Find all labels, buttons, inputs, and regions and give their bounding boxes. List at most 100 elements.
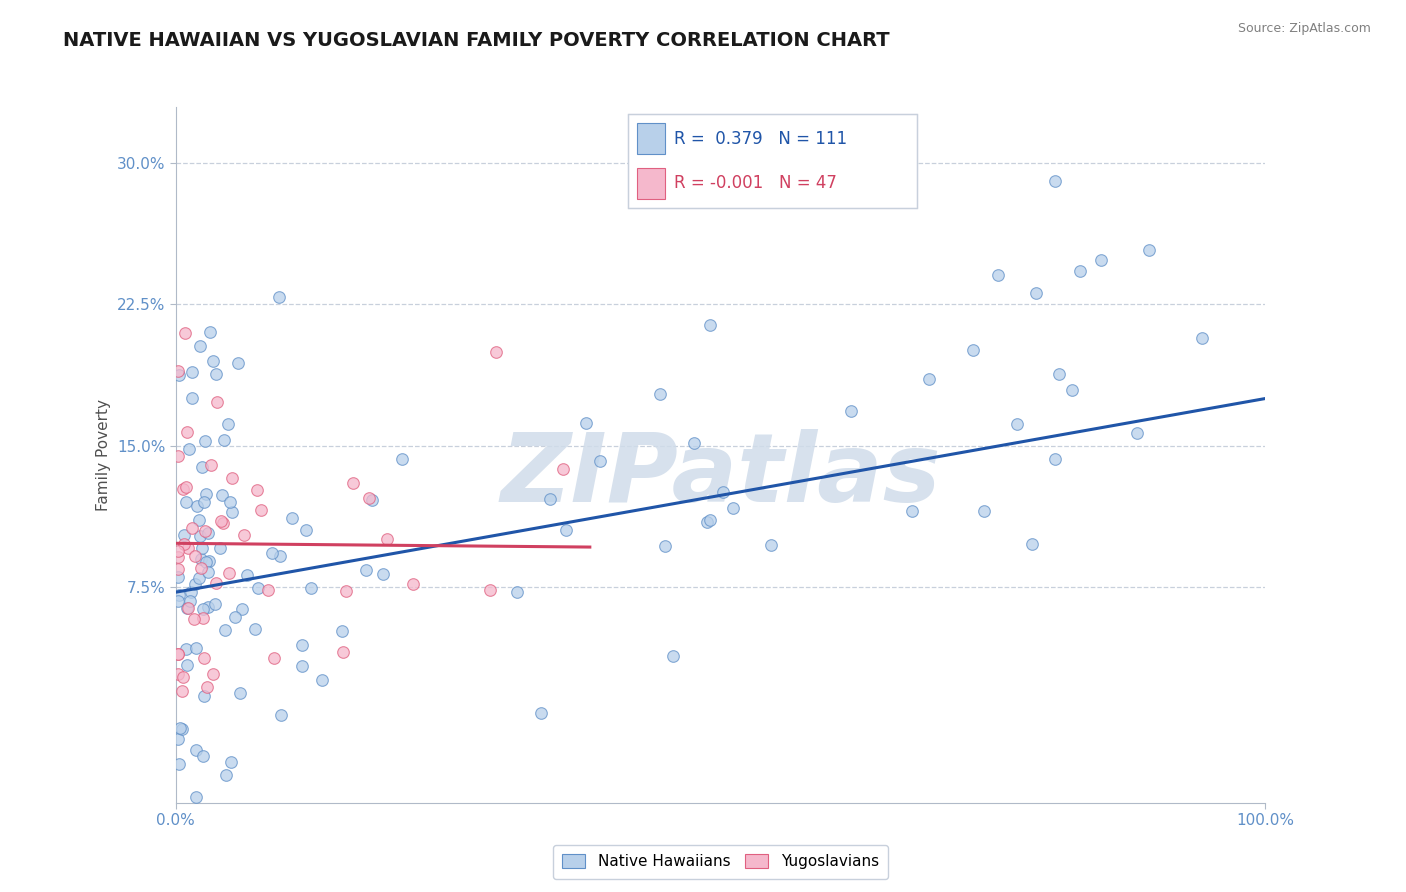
Point (167, 757, 190, 772)
Point (188, 339, 211, 353)
Point (256, 583, 278, 598)
Point (191, 748, 214, 763)
Point (217, 417, 239, 431)
Legend: Native Hawaiians, Yugoslavians: Native Hawaiians, Yugoslavians (553, 846, 889, 879)
Point (699, 513, 721, 527)
Point (186, 499, 208, 513)
Point (332, 645, 354, 659)
Point (183, 577, 205, 591)
Point (212, 434, 235, 448)
Point (193, 602, 215, 616)
Point (208, 541, 231, 556)
Point (246, 581, 269, 595)
Point (173, 536, 195, 550)
Point (226, 356, 249, 370)
Point (228, 686, 250, 700)
Point (188, 571, 211, 585)
Point (184, 641, 207, 656)
Point (193, 689, 215, 703)
Point (181, 521, 204, 535)
Point (167, 731, 190, 746)
Point (167, 364, 190, 378)
Point (191, 460, 214, 475)
Point (167, 570, 190, 584)
Point (167, 666, 190, 681)
Point (174, 480, 197, 494)
Point (177, 541, 200, 555)
Point (721, 501, 744, 516)
Point (249, 503, 271, 517)
Point (262, 546, 284, 560)
Point (167, 449, 190, 463)
Point (179, 594, 201, 608)
Point (225, 809, 247, 823)
Point (219, 755, 242, 769)
Point (198, 554, 221, 568)
Point (193, 651, 215, 665)
Point (184, 743, 207, 757)
Point (195, 555, 218, 569)
Point (167, 588, 190, 602)
Point (221, 470, 243, 484)
Point (211, 488, 233, 502)
Point (205, 394, 228, 409)
Point (973, 504, 995, 518)
Point (243, 623, 266, 637)
Point (172, 670, 194, 684)
Point (194, 487, 217, 501)
Point (1047, 367, 1070, 381)
Point (648, 386, 671, 401)
Point (235, 568, 257, 582)
Point (184, 549, 207, 564)
Point (699, 318, 721, 332)
Point (295, 523, 318, 537)
Point (167, 550, 190, 565)
Text: Source: ZipAtlas.com: Source: ZipAtlas.com (1237, 22, 1371, 36)
Point (1060, 383, 1083, 397)
Point (221, 505, 243, 519)
Point (231, 602, 253, 616)
Point (218, 494, 240, 508)
Point (901, 504, 924, 518)
Point (354, 563, 377, 577)
Point (555, 524, 578, 538)
Point (197, 600, 219, 615)
Point (190, 561, 212, 575)
Point (173, 527, 195, 541)
Point (195, 680, 218, 694)
Point (1137, 243, 1160, 257)
Point (188, 512, 211, 526)
Point (179, 442, 201, 457)
Point (402, 577, 425, 591)
Point (662, 648, 685, 663)
Point (170, 723, 193, 737)
Point (1125, 425, 1147, 440)
Point (538, 491, 561, 506)
Point (209, 515, 232, 529)
Point (281, 511, 304, 525)
Text: ZIPatlas: ZIPatlas (501, 429, 941, 523)
Point (1021, 537, 1043, 551)
Point (232, 528, 254, 542)
Point (291, 639, 314, 653)
Point (197, 525, 219, 540)
Point (201, 354, 224, 368)
Point (204, 597, 226, 611)
Point (174, 326, 197, 341)
Point (575, 416, 598, 430)
Point (224, 610, 246, 624)
Point (357, 491, 380, 505)
Point (180, 584, 202, 599)
Point (1043, 451, 1066, 466)
Point (167, 647, 190, 661)
Point (479, 583, 502, 598)
Point (190, 552, 212, 566)
Point (174, 641, 197, 656)
Point (167, 368, 190, 382)
Point (181, 392, 204, 406)
Point (918, 372, 941, 386)
Point (191, 611, 214, 625)
Point (167, 594, 190, 608)
Point (176, 601, 198, 615)
Point (505, 585, 527, 599)
